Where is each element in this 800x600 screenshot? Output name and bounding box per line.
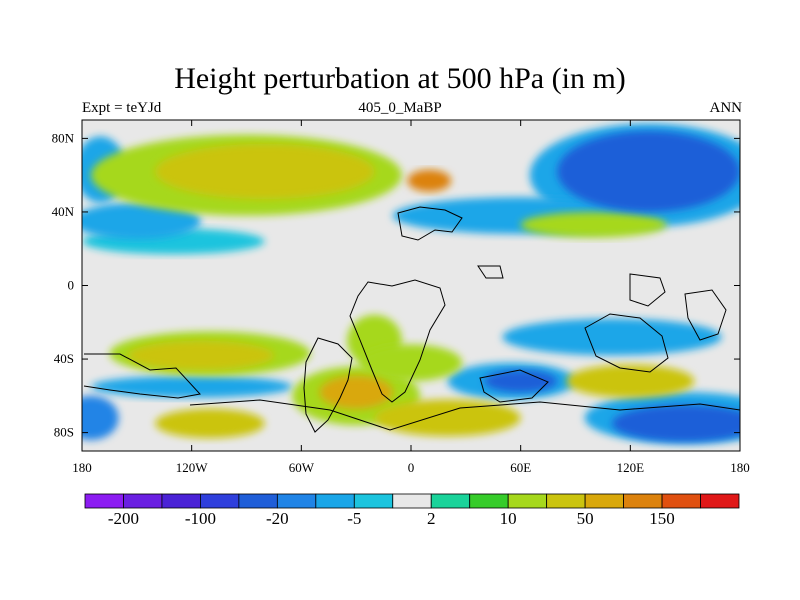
coastline-west	[83, 353, 201, 399]
field-region-north-pacific-ridge	[520, 211, 667, 238]
x-tick-label: 180	[72, 460, 92, 475]
height-field	[82, 123, 740, 444]
colorbar-swatch	[507, 493, 548, 509]
field-region-indian-ocean-low	[484, 370, 558, 393]
x-tick-label: 0	[408, 460, 415, 475]
colorbar-label: -20	[266, 509, 289, 528]
colorbar-label: -5	[347, 509, 361, 528]
chart-title: Height perturbation at 500 hPa (in m)	[174, 62, 626, 95]
colorbar-swatch	[238, 493, 278, 509]
colorbar-swatch	[123, 493, 163, 509]
field-region-north-atlantic-high-core	[155, 143, 375, 200]
season-label: ANN	[709, 100, 743, 116]
experiment-label: Expt = teYJd	[82, 100, 162, 116]
colorbar-swatch	[661, 493, 701, 509]
y-tick-label: 40S	[54, 351, 74, 366]
colorbar-label: 150	[649, 509, 675, 528]
y-tick-label: 40N	[52, 204, 75, 219]
coastline-africa	[349, 279, 446, 403]
coastlines	[83, 206, 740, 433]
coastline-ocean	[479, 369, 549, 403]
colorbar-swatch	[276, 493, 317, 509]
x-tick-label: 120W	[176, 460, 209, 475]
coastline-europe	[397, 206, 463, 241]
colorbar-swatch	[161, 493, 201, 509]
x-tick-label: 180	[730, 460, 750, 475]
colorbar-label: -100	[185, 509, 216, 528]
run-label: 405_0_MaBP	[358, 100, 442, 116]
field-region-southern-subtropics-low	[502, 318, 722, 356]
field-region-mid-lat-low-west	[82, 202, 201, 240]
field-region-south-central-high	[359, 344, 463, 382]
y-tick-label: 80S	[54, 425, 74, 440]
colorbar-label: 50	[577, 509, 594, 528]
x-tick-label: 60E	[510, 460, 531, 475]
field-region-southern-low-east	[612, 405, 740, 442]
colorbar-swatch	[315, 493, 355, 509]
colorbar-swatch	[623, 493, 663, 509]
coastline-south-america	[303, 337, 353, 433]
field-region-southern-high-band-west-core	[127, 340, 274, 371]
colorbar-swatch	[200, 493, 240, 509]
x-axis: 180 120W 60W 0 60E 120E 180	[72, 120, 750, 475]
field-region-south-pacific-high	[155, 408, 265, 439]
coastline-antarctica	[189, 399, 740, 431]
coastline-arabia	[477, 265, 504, 279]
y-axis: 80N 40N 0 40S 80S	[52, 130, 740, 440]
colorbar-label: 10	[500, 509, 517, 528]
colorbar-swatch	[430, 493, 471, 509]
field-region-north-atlantic-high-peak	[407, 169, 452, 192]
colorbar: -200 -100 -20 -5 2 10 50 150	[84, 493, 740, 528]
field-region-north-pacific-low	[557, 131, 740, 212]
coastline-australia	[584, 313, 669, 373]
y-tick-label: 0	[68, 278, 75, 293]
colorbar-swatch	[546, 493, 586, 509]
colorbar-swatch	[392, 493, 432, 509]
x-tick-label: 120E	[617, 460, 645, 475]
x-tick-label: 60W	[289, 460, 315, 475]
coastline-asia	[629, 273, 666, 307]
colorbar-swatch	[700, 493, 740, 509]
field-region-south-indian-high	[374, 399, 521, 437]
colorbar-swatch	[584, 493, 624, 509]
coastline-east	[684, 289, 727, 341]
colorbar-swatch	[84, 493, 124, 509]
colorbar-swatch	[353, 493, 394, 509]
y-tick-label: 80N	[52, 130, 75, 145]
field-region-southern-low-west	[82, 395, 119, 440]
field-region-southern-high-band-east	[566, 364, 695, 398]
field-region-subtropical-low-south	[91, 375, 293, 398]
colorbar-swatch	[469, 493, 509, 509]
field-region-south-atlantic-high-core	[319, 375, 393, 409]
colorbar-label: 2	[427, 509, 436, 528]
colorbar-label: -200	[108, 509, 139, 528]
